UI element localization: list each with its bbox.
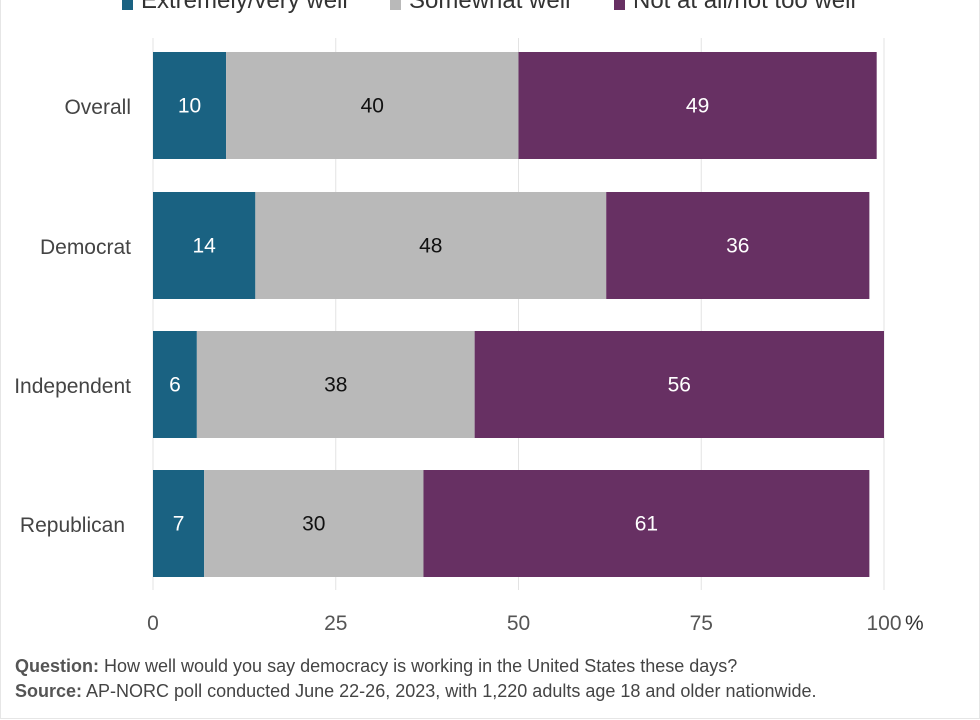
- data-label: 48: [419, 235, 442, 258]
- x-tick-label: 75: [690, 612, 713, 635]
- x-axis: 0 25 50 75 100%: [147, 612, 924, 635]
- category-labels: Overall Democrat Independent Republican: [14, 96, 131, 537]
- data-label: 14: [192, 235, 216, 258]
- data-label: 10: [178, 95, 201, 118]
- source-text: AP-NORC poll conducted June 22-26, 2023,…: [82, 681, 817, 701]
- question-note: Question: How well would you say democra…: [15, 654, 965, 679]
- legend-label: Not at all/not too well: [633, 0, 856, 14]
- data-label: 36: [726, 235, 749, 258]
- bar-segment: [255, 192, 607, 299]
- category-label: Independent: [14, 375, 131, 398]
- x-axis-unit: %: [905, 612, 924, 635]
- bar-segment: [474, 331, 884, 438]
- legend-swatch: [614, 0, 625, 10]
- bar-segment: [423, 470, 870, 577]
- bar-segment: [153, 52, 227, 159]
- category-label: Overall: [64, 96, 131, 119]
- x-tick-label: 100: [866, 612, 901, 635]
- bar-segment: [153, 331, 197, 438]
- chart-notes: Question: How well would you say democra…: [15, 654, 965, 704]
- bar-segment: [606, 192, 870, 299]
- bar-segment: [153, 470, 205, 577]
- chart: Extremely/very well Somewhat well Not at a…: [14, 0, 924, 635]
- legend-label: Extremely/very well: [141, 0, 348, 14]
- question-text: How well would you say democracy is work…: [99, 656, 738, 676]
- legend-swatch: [122, 0, 133, 10]
- data-label: 30: [302, 513, 325, 536]
- bar-segment: [196, 331, 475, 438]
- bars: 10 40 49 14 48 36 6 38 56 7 30 61: [153, 52, 884, 577]
- bar-segment: [518, 52, 877, 159]
- legend: Extremely/very well Somewhat well Not at a…: [122, 0, 856, 14]
- data-label: 40: [361, 95, 384, 118]
- legend-swatch: [390, 0, 401, 10]
- x-tick-label: 25: [324, 612, 347, 635]
- bar-segment: [226, 52, 519, 159]
- data-label: 6: [169, 374, 181, 397]
- bar-segment: [153, 192, 256, 299]
- data-label: 56: [668, 374, 691, 397]
- category-label: Republican: [20, 514, 125, 537]
- source-note: Source: AP-NORC poll conducted June 22-2…: [15, 679, 965, 704]
- question-label: Question:: [15, 656, 99, 676]
- legend-label: Somewhat well: [409, 0, 570, 14]
- data-label: 38: [324, 374, 347, 397]
- bar-segment: [204, 470, 424, 577]
- data-label: 49: [686, 95, 709, 118]
- source-label: Source:: [15, 681, 83, 701]
- x-tick-label: 50: [507, 612, 530, 635]
- data-label: 7: [173, 513, 185, 536]
- category-label: Democrat: [40, 236, 131, 259]
- data-label: 61: [635, 513, 658, 536]
- x-tick-label: 0: [147, 612, 159, 635]
